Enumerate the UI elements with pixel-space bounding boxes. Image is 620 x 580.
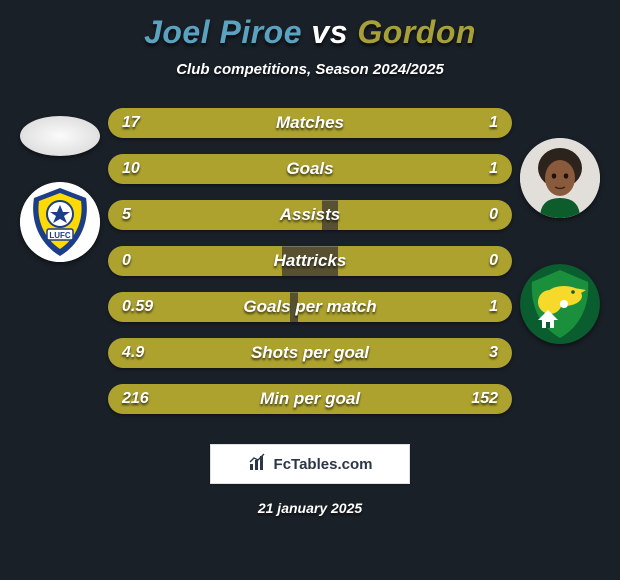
comparison-title: Joel Piroe vs Gordon — [0, 14, 620, 51]
stat-value-left: 5 — [122, 206, 131, 224]
stat-row: Goals10 1 — [108, 154, 512, 184]
vs-text: vs — [311, 14, 348, 50]
stat-value-left: 10 — [122, 160, 140, 178]
stat-label: Shots per goal — [108, 343, 512, 363]
brand-badge[interactable]: FcTables.com — [210, 444, 410, 484]
stats-list: Matches171Goals101Assists50Hattricks00Go… — [0, 108, 620, 414]
stat-value-left: 0 — [122, 252, 131, 270]
subtitle-text: Club competitions, Season 2024/2025 — [0, 61, 620, 78]
stat-label: Matches — [108, 113, 512, 133]
stat-label: Goals — [108, 159, 512, 179]
brand-chart-icon — [248, 452, 268, 477]
comparison-card: Joel Piroe vs Gordon Club competitions, … — [0, 0, 620, 580]
stat-label: Min per goal — [108, 389, 512, 409]
stat-label: Hattricks — [108, 251, 512, 271]
stat-value-right: 0 — [489, 252, 498, 270]
stat-row: Shots per goal4.9 3 — [108, 338, 512, 368]
stat-value-right: 1 — [489, 114, 498, 132]
stat-value-right: 152 — [471, 390, 498, 408]
stat-row: Matches17 1 — [108, 108, 512, 138]
brand-text: FcTables.com — [274, 456, 373, 473]
stat-value-left: 4.9 — [122, 344, 144, 362]
stat-row: Min per goal216 152 — [108, 384, 512, 414]
stat-value-left: 216 — [122, 390, 149, 408]
stat-value-right: 3 — [489, 344, 498, 362]
stat-value-right: 1 — [489, 160, 498, 178]
stat-row: Goals per match0.59 1 — [108, 292, 512, 322]
stat-value-left: 0.59 — [122, 298, 153, 316]
stat-label: Assists — [108, 205, 512, 225]
stat-value-right: 1 — [489, 298, 498, 316]
player2-name: Gordon — [357, 14, 476, 50]
stat-row: Assists5 0 — [108, 200, 512, 230]
stat-value-left: 17 — [122, 114, 140, 132]
stat-row: Hattricks0 0 — [108, 246, 512, 276]
player1-name: Joel Piroe — [144, 14, 302, 50]
stat-label: Goals per match — [108, 297, 512, 317]
stat-value-right: 0 — [489, 206, 498, 224]
footer-date: 21 january 2025 — [0, 500, 620, 516]
